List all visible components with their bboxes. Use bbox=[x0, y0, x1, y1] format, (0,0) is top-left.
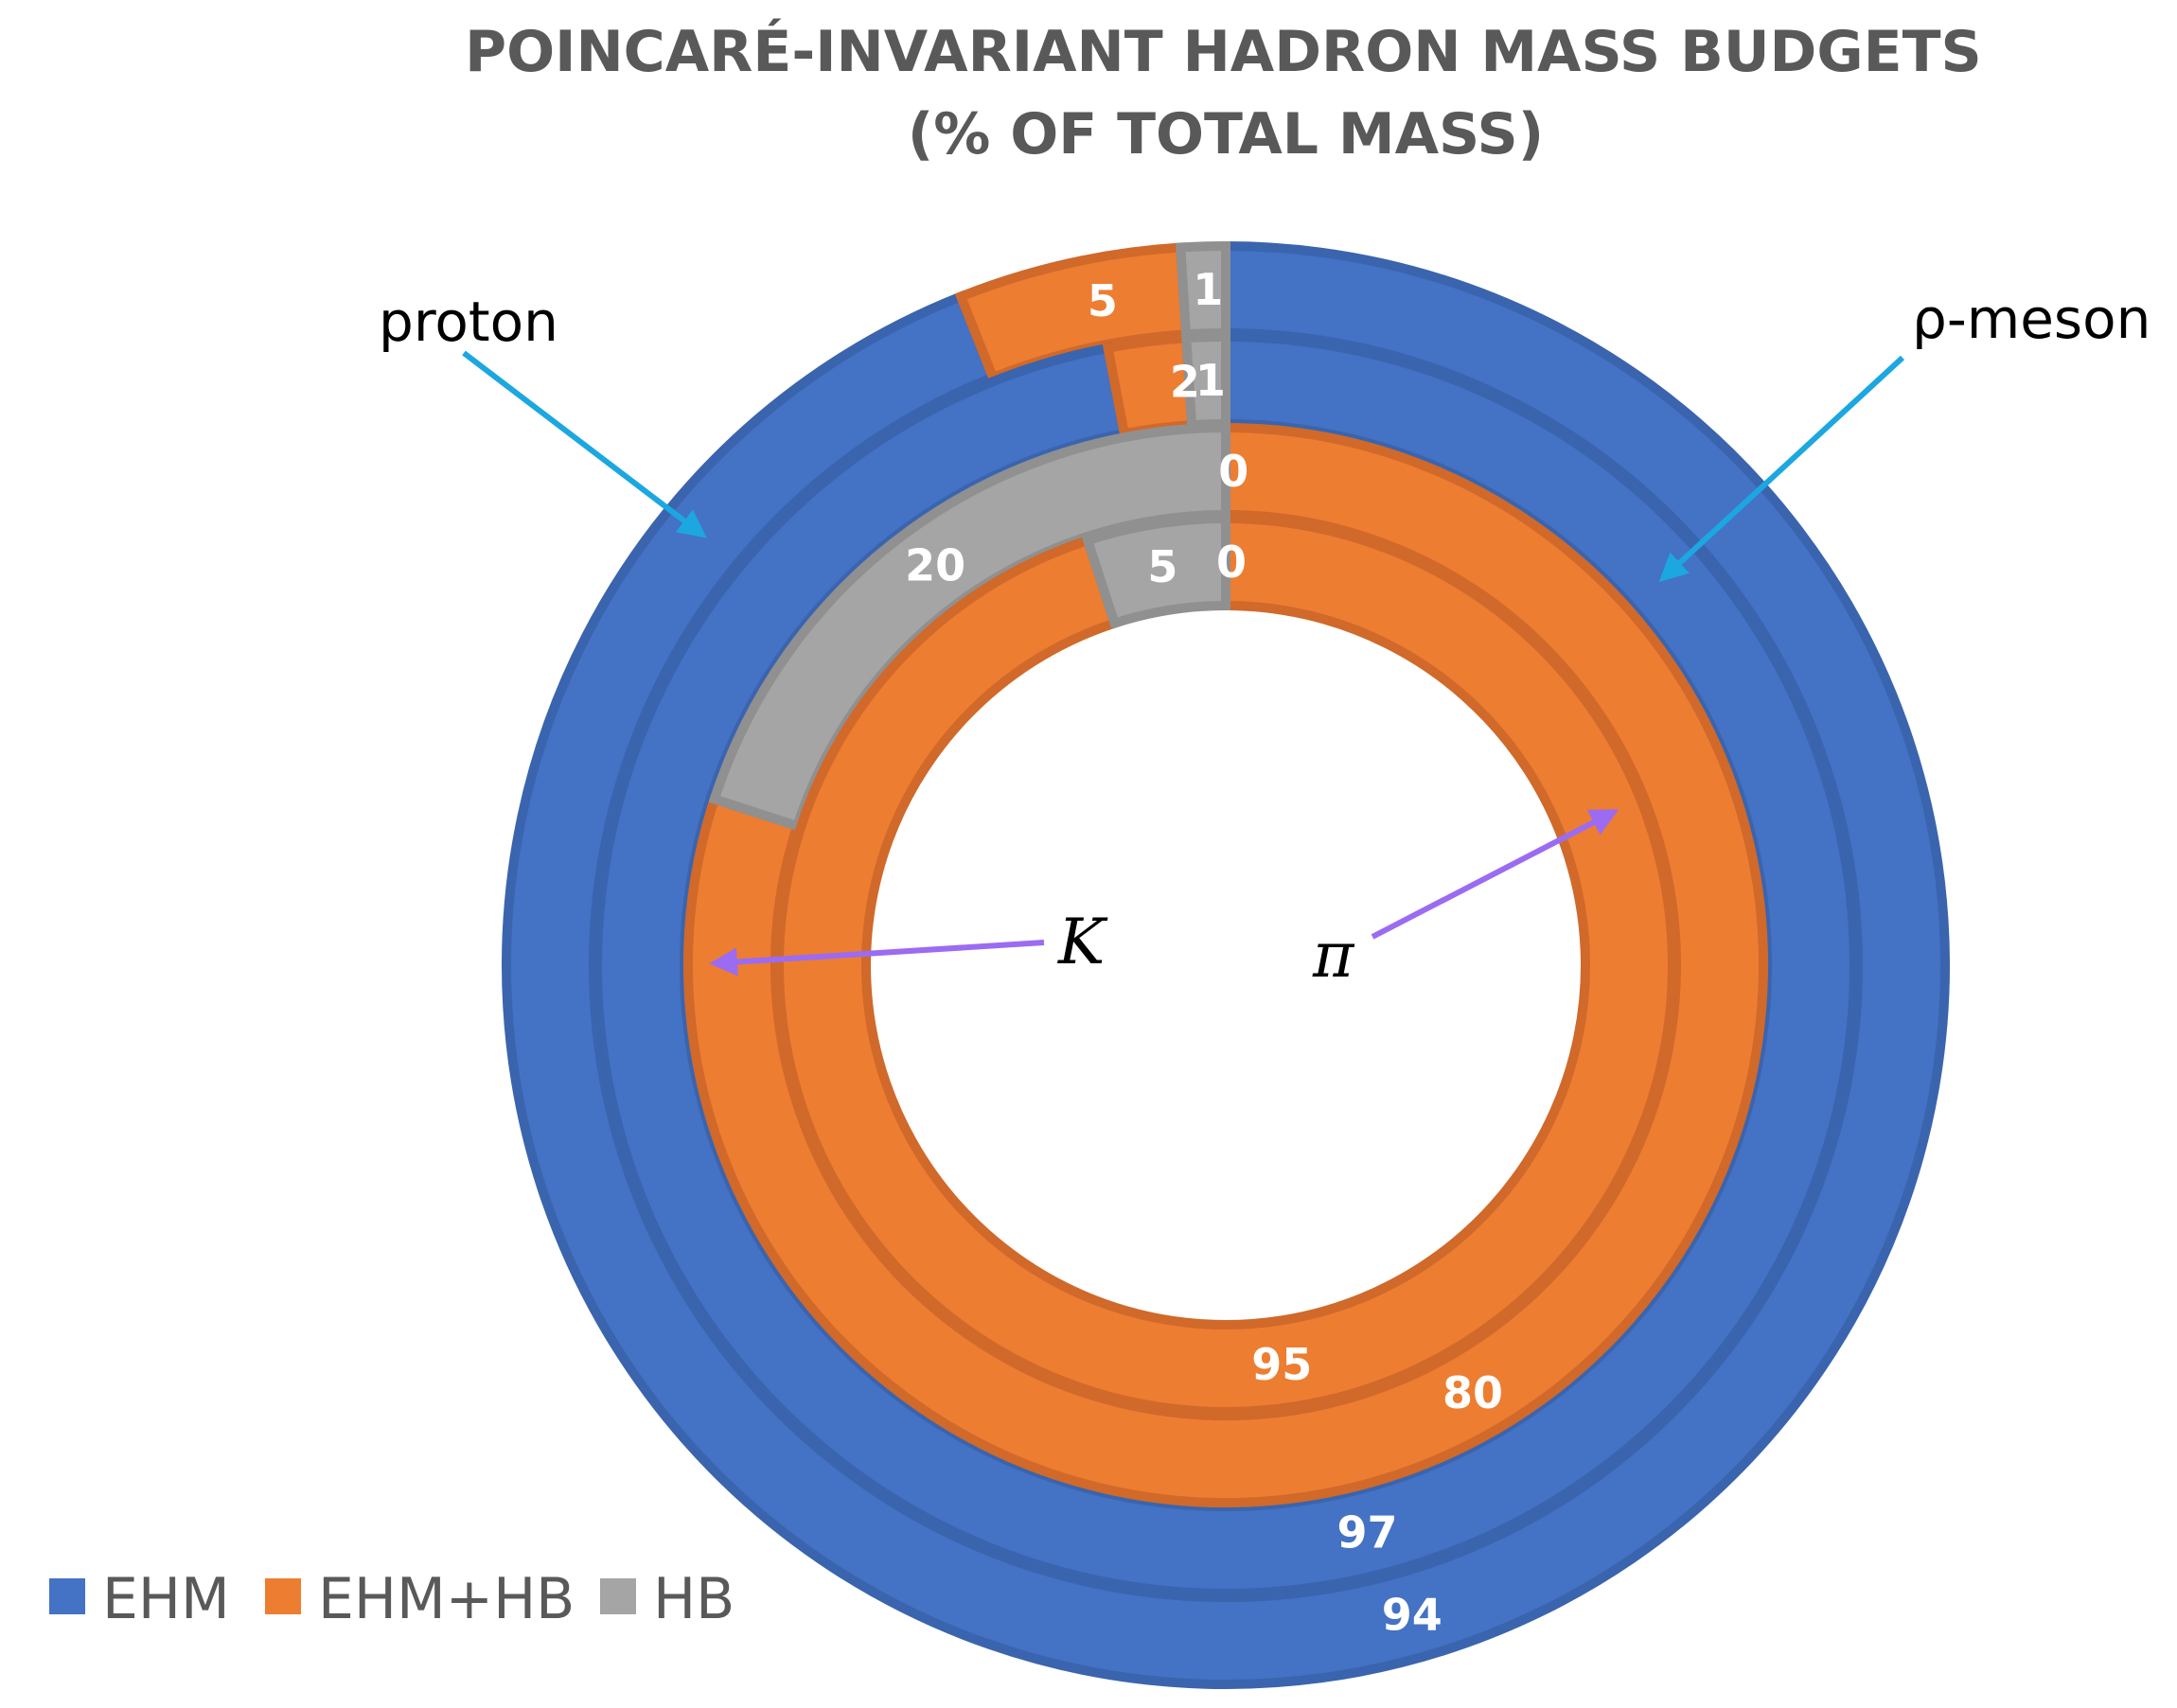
rho-meson-arrow bbox=[1658, 355, 1905, 583]
pion-annotation: π bbox=[1312, 919, 1355, 992]
legend-swatch-ehm-hb bbox=[265, 1578, 301, 1614]
pion-arrow bbox=[1371, 809, 1619, 940]
label-proton-ehm: 94 bbox=[1382, 1589, 1442, 1640]
label-meson-hb: 1 bbox=[1195, 355, 1226, 406]
legend-swatch-ehm bbox=[49, 1578, 85, 1614]
chart-title-line-1: POINCARÉ-INVARIANT HADRON MASS BUDGETS bbox=[465, 17, 1982, 85]
proton-annotation: proton bbox=[379, 290, 558, 354]
label-ring-ehm: 0 bbox=[1216, 537, 1247, 588]
proton-arrow bbox=[462, 350, 707, 538]
label-k-ehm: 0 bbox=[1218, 446, 1248, 497]
label-ring-hb: 5 bbox=[1147, 541, 1177, 592]
rho-meson-annotation: ρ-meson bbox=[1912, 287, 2150, 351]
chart-title: POINCARÉ-INVARIANT HADRON MASS BUDGETS (… bbox=[465, 17, 1987, 167]
legend-swatch-hb bbox=[600, 1578, 636, 1614]
label-proton-hb: 1 bbox=[1193, 264, 1223, 315]
legend: EHM EHM+HB HB bbox=[49, 1566, 735, 1632]
kaon-arrow bbox=[709, 940, 1045, 977]
label-meson-ehm-hb: 2 bbox=[1170, 357, 1200, 408]
kaon-annotation: K bbox=[1057, 906, 1108, 978]
segment-ring-hb bbox=[1081, 513, 1230, 629]
chart-title-line-2: (% OF TOTAL MASS) bbox=[908, 101, 1544, 167]
label-proton-ehm-hb: 5 bbox=[1088, 275, 1118, 326]
label-ring-ehm-hb: 95 bbox=[1251, 1339, 1312, 1390]
label-k-hb: 20 bbox=[905, 540, 965, 591]
donut-rings bbox=[502, 240, 1950, 1689]
label-k-ehm-hb: 80 bbox=[1442, 1367, 1503, 1418]
label-meson-ehm: 97 bbox=[1336, 1507, 1397, 1558]
legend-label-ehm-hb: EHM+HB bbox=[318, 1566, 575, 1632]
legend-label-hb: HB bbox=[653, 1566, 735, 1632]
legend-label-ehm: EHM bbox=[102, 1566, 230, 1632]
segment-ring-ehm-hb bbox=[774, 513, 1677, 1417]
